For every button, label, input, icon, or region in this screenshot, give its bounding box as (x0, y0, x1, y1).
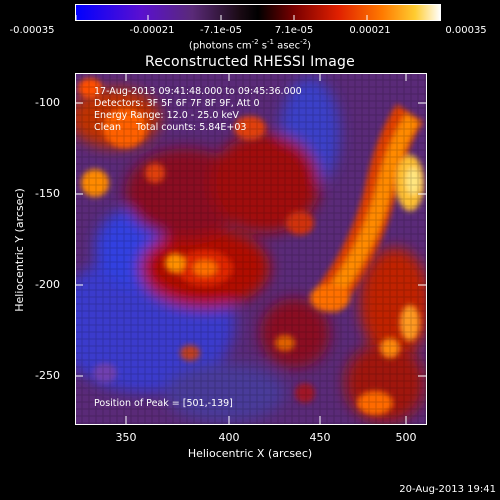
x-tick-label: 400 (218, 431, 240, 444)
colorbar-tick-label: -7.1e-05 (200, 25, 242, 36)
x-tick-label: 500 (395, 431, 417, 444)
plot-frame (75, 73, 427, 425)
y-tick-label: -100 (35, 96, 60, 109)
colorbar-tick-label: 0.00021 (349, 25, 391, 36)
y-tick-label: -250 (35, 369, 60, 382)
colorbar-tick-label: 0.00035 (445, 25, 487, 36)
info-peak-position: Position of Peak = [501,-139] (94, 398, 233, 409)
units-text: asec (274, 40, 301, 52)
y-tick-label: -200 (35, 278, 60, 291)
y-tick-label: -150 (35, 187, 60, 200)
y-axis-label: Heliocentric Y (arcsec) (13, 188, 26, 312)
units-exponent: -2 (300, 38, 308, 46)
colorbar-tick-label: -0.00035 (9, 25, 55, 36)
colorbar-units: (photons cm-2 s-1 asec-2) (189, 36, 311, 52)
units-exponent: -1 (267, 38, 275, 46)
plot-title: Reconstructed RHESSI Image (145, 54, 355, 70)
units-text: ) (307, 40, 312, 52)
info-detectors: Detectors: 3F 5F 6F 7F 8F 9F, Att 0 (94, 98, 260, 109)
colorbar-gradient (75, 4, 441, 21)
units-text: s (258, 40, 268, 52)
colorbar-tick-label: 7.1e-05 (274, 25, 314, 36)
image-plot (75, 73, 427, 425)
timestamp: 20-Aug-2013 19:41 (399, 484, 496, 495)
info-energy-range: Energy Range: 12.0 - 25.0 keV (94, 110, 239, 121)
x-tick-label: 450 (309, 431, 331, 444)
info-total-counts: Clean Total counts: 5.84E+03 (94, 122, 247, 133)
units-text: (photons cm (188, 40, 252, 52)
x-tick-label: 350 (115, 431, 137, 444)
info-time-range: 17-Aug-2013 09:41:48.000 to 09:45:36.000 (94, 86, 302, 97)
colorbar-tick-label: -0.00021 (129, 25, 175, 36)
colorbar (75, 4, 441, 21)
x-axis-label: Heliocentric X (arcsec) (187, 447, 313, 460)
units-exponent: -2 (251, 38, 259, 46)
rhessi-image (75, 73, 427, 425)
